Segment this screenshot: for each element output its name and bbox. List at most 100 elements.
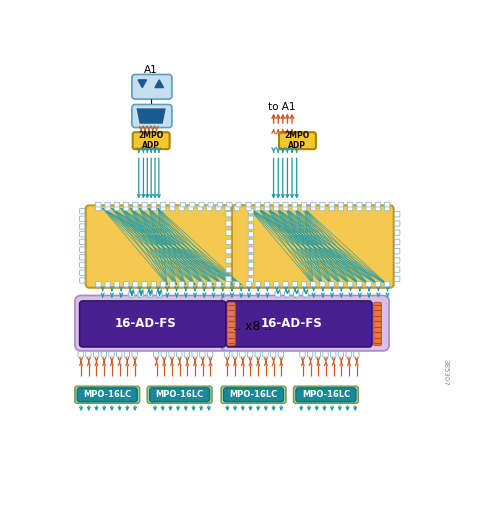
FancyBboxPatch shape xyxy=(303,291,308,297)
FancyBboxPatch shape xyxy=(151,282,156,287)
FancyBboxPatch shape xyxy=(221,295,389,351)
FancyBboxPatch shape xyxy=(301,203,307,207)
FancyBboxPatch shape xyxy=(226,212,231,217)
FancyBboxPatch shape xyxy=(292,282,297,287)
FancyBboxPatch shape xyxy=(394,258,400,263)
FancyBboxPatch shape xyxy=(248,247,254,252)
FancyBboxPatch shape xyxy=(79,216,85,222)
FancyBboxPatch shape xyxy=(271,351,276,357)
FancyBboxPatch shape xyxy=(75,386,140,403)
FancyBboxPatch shape xyxy=(294,386,358,403)
FancyBboxPatch shape xyxy=(292,206,297,211)
Text: 16-AD-FS: 16-AD-FS xyxy=(261,318,322,330)
FancyBboxPatch shape xyxy=(192,351,197,357)
FancyBboxPatch shape xyxy=(79,239,85,244)
FancyBboxPatch shape xyxy=(226,258,231,263)
FancyBboxPatch shape xyxy=(265,203,270,207)
FancyBboxPatch shape xyxy=(384,282,390,287)
FancyBboxPatch shape xyxy=(248,255,254,260)
FancyBboxPatch shape xyxy=(132,105,172,128)
FancyBboxPatch shape xyxy=(263,351,268,357)
FancyBboxPatch shape xyxy=(105,206,110,211)
FancyBboxPatch shape xyxy=(246,203,251,207)
FancyBboxPatch shape xyxy=(207,206,212,211)
FancyBboxPatch shape xyxy=(181,203,186,207)
FancyBboxPatch shape xyxy=(278,351,284,357)
FancyBboxPatch shape xyxy=(160,203,166,207)
FancyBboxPatch shape xyxy=(338,351,344,357)
FancyBboxPatch shape xyxy=(207,282,212,287)
FancyBboxPatch shape xyxy=(320,206,325,211)
FancyBboxPatch shape xyxy=(348,206,353,211)
FancyBboxPatch shape xyxy=(147,386,212,403)
FancyBboxPatch shape xyxy=(114,282,120,287)
FancyBboxPatch shape xyxy=(255,282,261,287)
FancyBboxPatch shape xyxy=(296,388,356,401)
FancyBboxPatch shape xyxy=(284,291,290,297)
FancyBboxPatch shape xyxy=(310,203,316,207)
FancyBboxPatch shape xyxy=(79,255,85,260)
FancyBboxPatch shape xyxy=(179,282,184,287)
FancyBboxPatch shape xyxy=(301,206,307,211)
FancyBboxPatch shape xyxy=(375,282,381,287)
FancyBboxPatch shape xyxy=(79,247,85,252)
FancyBboxPatch shape xyxy=(394,230,400,235)
FancyBboxPatch shape xyxy=(123,206,129,211)
FancyBboxPatch shape xyxy=(375,206,381,211)
FancyBboxPatch shape xyxy=(310,282,316,287)
FancyBboxPatch shape xyxy=(170,203,175,207)
FancyBboxPatch shape xyxy=(329,203,334,207)
FancyBboxPatch shape xyxy=(142,203,147,207)
FancyBboxPatch shape xyxy=(236,203,241,207)
FancyBboxPatch shape xyxy=(221,386,286,403)
FancyBboxPatch shape xyxy=(133,203,138,207)
FancyBboxPatch shape xyxy=(177,351,182,357)
FancyBboxPatch shape xyxy=(394,239,400,244)
FancyBboxPatch shape xyxy=(374,302,381,345)
FancyBboxPatch shape xyxy=(79,262,85,268)
FancyBboxPatch shape xyxy=(105,203,110,207)
Text: 385307: 385307 xyxy=(442,359,448,386)
Text: to A1: to A1 xyxy=(268,102,295,112)
Text: .. x8 ..: .. x8 .. xyxy=(233,320,273,333)
FancyBboxPatch shape xyxy=(338,206,344,211)
FancyBboxPatch shape xyxy=(338,282,344,287)
FancyBboxPatch shape xyxy=(77,388,137,401)
FancyBboxPatch shape xyxy=(227,203,232,207)
Text: A1: A1 xyxy=(144,65,158,75)
FancyBboxPatch shape xyxy=(133,282,138,287)
FancyBboxPatch shape xyxy=(357,206,362,211)
FancyBboxPatch shape xyxy=(170,282,175,287)
FancyBboxPatch shape xyxy=(101,351,107,357)
FancyBboxPatch shape xyxy=(320,203,325,207)
FancyBboxPatch shape xyxy=(384,203,390,207)
FancyBboxPatch shape xyxy=(226,301,372,347)
Text: MPO-16LC: MPO-16LC xyxy=(155,390,204,399)
FancyBboxPatch shape xyxy=(248,278,254,283)
FancyBboxPatch shape xyxy=(224,351,230,357)
FancyBboxPatch shape xyxy=(114,206,120,211)
Polygon shape xyxy=(138,80,146,87)
FancyBboxPatch shape xyxy=(170,206,175,211)
FancyBboxPatch shape xyxy=(226,239,231,244)
FancyBboxPatch shape xyxy=(248,262,254,268)
FancyBboxPatch shape xyxy=(142,282,147,287)
FancyBboxPatch shape xyxy=(149,388,210,401)
FancyBboxPatch shape xyxy=(188,282,194,287)
FancyBboxPatch shape xyxy=(160,206,166,211)
FancyBboxPatch shape xyxy=(226,221,231,226)
FancyBboxPatch shape xyxy=(208,203,213,207)
FancyBboxPatch shape xyxy=(161,351,166,357)
FancyBboxPatch shape xyxy=(78,351,83,357)
FancyBboxPatch shape xyxy=(147,291,153,297)
FancyBboxPatch shape xyxy=(226,267,231,272)
FancyBboxPatch shape xyxy=(156,291,162,297)
Text: MPO-16LC: MPO-16LC xyxy=(83,390,131,399)
FancyBboxPatch shape xyxy=(310,206,316,211)
FancyBboxPatch shape xyxy=(138,291,143,297)
FancyBboxPatch shape xyxy=(366,203,371,207)
FancyBboxPatch shape xyxy=(79,231,85,237)
FancyBboxPatch shape xyxy=(234,282,240,287)
FancyBboxPatch shape xyxy=(329,206,334,211)
FancyBboxPatch shape xyxy=(307,351,313,357)
